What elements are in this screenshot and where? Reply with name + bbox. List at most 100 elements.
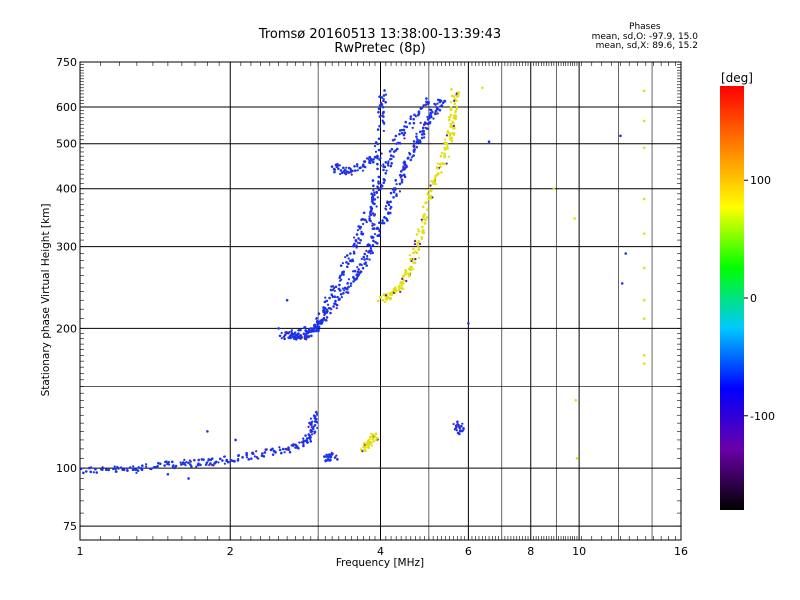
data-point <box>434 109 438 113</box>
data-point <box>333 168 337 171</box>
data-point <box>426 115 429 119</box>
data-point <box>467 322 470 325</box>
data-point <box>333 170 336 174</box>
data-point <box>157 461 160 465</box>
data-point <box>193 458 196 462</box>
data-point <box>371 434 374 437</box>
data-point <box>424 103 427 107</box>
x-axis-label: Frequency [MHz] <box>335 557 425 569</box>
data-point <box>330 453 334 456</box>
data-point <box>324 319 328 322</box>
data-point <box>372 227 376 230</box>
data-point <box>357 225 360 228</box>
data-point <box>369 252 372 255</box>
data-point <box>94 467 97 471</box>
data-point <box>450 125 453 128</box>
data-point <box>433 180 436 184</box>
data-point <box>429 184 432 187</box>
data-point <box>620 282 624 285</box>
data-point <box>343 171 347 175</box>
data-point <box>372 440 376 443</box>
data-point <box>421 205 425 209</box>
data-point <box>305 332 308 335</box>
data-point <box>305 437 309 440</box>
data-point <box>400 131 404 135</box>
data-point <box>341 287 344 290</box>
data-point <box>381 219 384 222</box>
data-point <box>460 424 463 428</box>
data-point <box>372 160 375 164</box>
data-point <box>265 448 268 452</box>
data-point <box>382 181 386 185</box>
data-point <box>305 439 309 443</box>
data-point <box>358 242 361 245</box>
data-point <box>448 134 452 137</box>
data-point <box>307 425 310 429</box>
data-point <box>412 117 415 121</box>
data-point <box>378 104 381 107</box>
data-point <box>402 128 406 132</box>
data-point <box>302 439 306 443</box>
data-point <box>347 171 350 175</box>
data-point <box>399 290 402 293</box>
data-point <box>100 467 103 471</box>
data-point <box>443 148 447 151</box>
data-point <box>297 335 300 338</box>
x-tick-label: 8 <box>527 545 534 558</box>
data-point <box>305 334 308 337</box>
data-point <box>389 296 392 300</box>
data-point <box>424 126 427 129</box>
data-point <box>385 298 388 301</box>
data-point <box>389 164 393 168</box>
data-point <box>455 105 459 108</box>
data-point <box>325 316 329 319</box>
data-point <box>401 277 404 281</box>
data-point <box>141 464 144 468</box>
data-point <box>387 164 390 167</box>
data-point <box>352 236 356 239</box>
data-point <box>187 477 190 480</box>
data-point <box>400 284 404 287</box>
data-point <box>385 169 388 172</box>
data-point <box>330 293 334 297</box>
data-point <box>209 458 213 462</box>
data-point <box>355 233 359 236</box>
data-point <box>380 152 383 155</box>
data-point <box>400 280 404 284</box>
data-point <box>281 447 285 451</box>
data-point <box>378 124 381 128</box>
data-point <box>354 239 358 243</box>
data-point <box>400 180 404 184</box>
data-point <box>355 244 358 247</box>
data-point <box>423 136 426 139</box>
data-point <box>385 205 388 208</box>
data-point <box>402 165 405 168</box>
data-point <box>204 463 208 466</box>
data-point <box>390 147 394 151</box>
data-point <box>334 285 338 289</box>
data-point <box>335 454 338 457</box>
data-point <box>436 102 439 105</box>
data-point <box>344 255 347 259</box>
data-point <box>449 122 453 126</box>
data-point <box>424 122 427 125</box>
data-point <box>317 322 320 325</box>
x-tick-label: 2 <box>227 545 234 558</box>
data-point <box>384 207 387 210</box>
data-point <box>375 191 378 195</box>
data-point <box>390 292 393 295</box>
data-point <box>374 432 378 436</box>
data-point <box>642 146 646 150</box>
data-point <box>426 192 429 196</box>
data-point <box>445 134 448 137</box>
data-point <box>362 255 366 259</box>
data-point <box>173 466 176 470</box>
data-point <box>140 468 144 472</box>
data-point <box>398 190 402 193</box>
data-points <box>79 86 646 480</box>
data-point <box>303 325 307 329</box>
data-point <box>417 230 421 233</box>
data-point <box>202 458 205 461</box>
data-point <box>167 463 171 466</box>
data-point <box>325 299 329 303</box>
